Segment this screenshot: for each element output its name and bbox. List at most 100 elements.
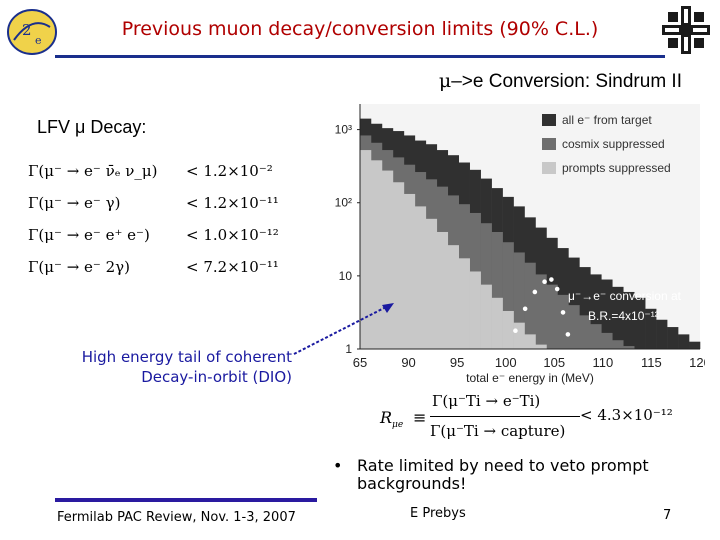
histogram-bar: [414, 206, 427, 349]
histogram-bar: [579, 267, 591, 349]
histogram-bar: [601, 279, 613, 349]
formula-numerator: Γ(μ⁻Ti → e⁻Ti): [432, 392, 541, 410]
histogram-bar: [436, 231, 449, 349]
histogram-bar: [645, 308, 657, 349]
y-tick-label: 10²: [335, 196, 352, 210]
fermilab-logo: [660, 4, 712, 56]
histogram-bar: [392, 182, 405, 349]
histogram-bar: [425, 218, 438, 349]
footer-event: Fermilab PAC Review, Nov. 1-3, 2007: [57, 510, 296, 525]
dio-annotation-line2: Decay-in-orbit (DIO): [141, 368, 292, 386]
lfv-row: Γ(μ⁻ → e⁻ 2γ) < 7.2×10⁻¹¹: [28, 254, 298, 284]
bullet-marker: •: [333, 456, 343, 475]
page-number: 7: [663, 508, 672, 523]
histogram-bar: [590, 324, 602, 349]
histogram-bar: [502, 310, 514, 349]
lfv-row: Γ(μ⁻ → e⁻ γ) < 1.2×10⁻¹¹: [28, 190, 298, 220]
formula-lhs: Rμe: [380, 408, 404, 431]
histogram-bar: [403, 193, 416, 349]
histogram-bar: [667, 327, 679, 349]
histogram-bar: [678, 334, 690, 349]
dio-annotation: High energy tail of coherent Decay-in-or…: [62, 347, 292, 387]
process-formula: Γ(μ⁻ → e⁻ 2γ): [28, 258, 130, 276]
x-tick-label: 95: [450, 355, 464, 370]
signal-point: [560, 310, 566, 315]
process-formula: Γ(μ⁻ → e⁻ γ): [28, 194, 121, 212]
histogram-bar: [447, 245, 460, 349]
dio-annotation-line1: High energy tail of coherent: [81, 348, 292, 366]
histogram-bar: [612, 340, 624, 349]
signal-point: [565, 332, 571, 337]
histogram-bar: [634, 297, 646, 349]
legend-label: prompts suppressed: [562, 161, 671, 175]
formula-limit: < 4.3×10⁻¹²: [580, 406, 673, 424]
bullet-text: Rate limited by need to veto prompt back…: [357, 456, 649, 493]
process-formula: Γ(μ⁻ → e⁻ e⁺ e⁻): [28, 226, 150, 244]
formula-denominator: Γ(μ⁻Ti → capture): [430, 422, 566, 440]
bullet-item: • Rate limited by need to veto prompt ba…: [333, 457, 703, 493]
histogram-bar: [370, 160, 383, 349]
conversion-annotation-line2: B.R.=4x10⁻¹²: [588, 309, 659, 323]
histogram-bar: [381, 170, 394, 349]
limit-value: < 1.2×10⁻¹¹: [186, 194, 279, 212]
signal-point: [554, 286, 560, 292]
histogram-bar: [623, 346, 635, 349]
lfv-row: Γ(μ⁻ → e⁻ e⁺ e⁻) < 1.0×10⁻¹²: [28, 222, 298, 252]
histogram-bar: [502, 242, 514, 349]
histogram-bar: [524, 334, 536, 349]
signal-point: [549, 277, 554, 282]
footer-rule: [55, 498, 317, 502]
x-tick-label: 115: [641, 355, 662, 370]
signal-point: [513, 328, 518, 334]
x-tick-label: 100: [495, 355, 517, 370]
histogram-bar: [579, 315, 591, 349]
histogram-bar: [612, 286, 624, 349]
x-tick-label: 65: [353, 355, 367, 370]
lepton-logo: 2 e: [4, 5, 60, 57]
x-tick-label: 110: [592, 355, 613, 370]
x-axis-label: total e⁻ energy in (MeV): [466, 371, 594, 385]
conversion-heading-text: –>e Conversion: Sindrum II: [451, 71, 682, 92]
limit-value: < 1.2×10⁻²: [186, 162, 273, 180]
signal-point: [522, 306, 528, 312]
mu-symbol: μ: [438, 70, 452, 92]
legend-swatch: [542, 162, 556, 174]
histogram-bar: [568, 305, 580, 349]
histogram-bar: [491, 231, 503, 349]
conversion-formula: Rμe ≡ Γ(μ⁻Ti → e⁻Ti) Γ(μ⁻Ti → capture) <…: [380, 392, 680, 448]
x-tick-label: 105: [543, 355, 565, 370]
conversion-heading: μ–>e Conversion: Sindrum II: [439, 70, 682, 93]
histogram-bar: [601, 332, 613, 349]
lfv-row: Γ(μ⁻ → e⁻ ν̄ₑ ν_μ) < 1.2×10⁻²: [28, 158, 298, 188]
histogram-bar: [568, 257, 580, 349]
limit-value: < 1.0×10⁻¹²: [186, 226, 279, 244]
histogram-bar: [557, 294, 569, 349]
histogram-bar: [469, 271, 481, 349]
histogram-bar: [480, 284, 492, 349]
y-tick-label: 10³: [335, 123, 352, 137]
histogram-bar: [524, 262, 536, 349]
histogram-bar: [656, 319, 668, 349]
histogram-bar: [535, 274, 547, 349]
legend-label: all e⁻ from target: [562, 113, 652, 127]
histogram-bar: [689, 341, 701, 349]
histogram-bar: [360, 150, 372, 349]
pointer-arrow: [293, 303, 394, 355]
formula-equiv: ≡: [413, 408, 427, 427]
title-underline: [55, 55, 665, 58]
y-tick-label: 1: [345, 342, 352, 356]
signal-point: [542, 279, 547, 285]
histogram-bar: [590, 274, 602, 349]
sindrum-ii-spectrum-plot: all e⁻ from target cosmix suppressed promp…: [335, 104, 705, 385]
lfv-label: LFV μ Decay:: [37, 117, 147, 137]
histogram-bar: [458, 258, 470, 349]
limit-value: < 7.2×10⁻¹¹: [186, 258, 279, 276]
conversion-annotation-line1: μ⁻→e⁻ conversion at: [568, 289, 682, 303]
histogram-bar: [535, 344, 547, 349]
histogram-bar: [513, 252, 525, 349]
histogram-bar: [623, 291, 635, 349]
histogram-bar: [491, 297, 503, 349]
y-tick-label: 10: [339, 269, 353, 283]
legend-label: cosmix suppressed: [562, 137, 665, 151]
footer-author: E Prebys: [410, 506, 466, 521]
